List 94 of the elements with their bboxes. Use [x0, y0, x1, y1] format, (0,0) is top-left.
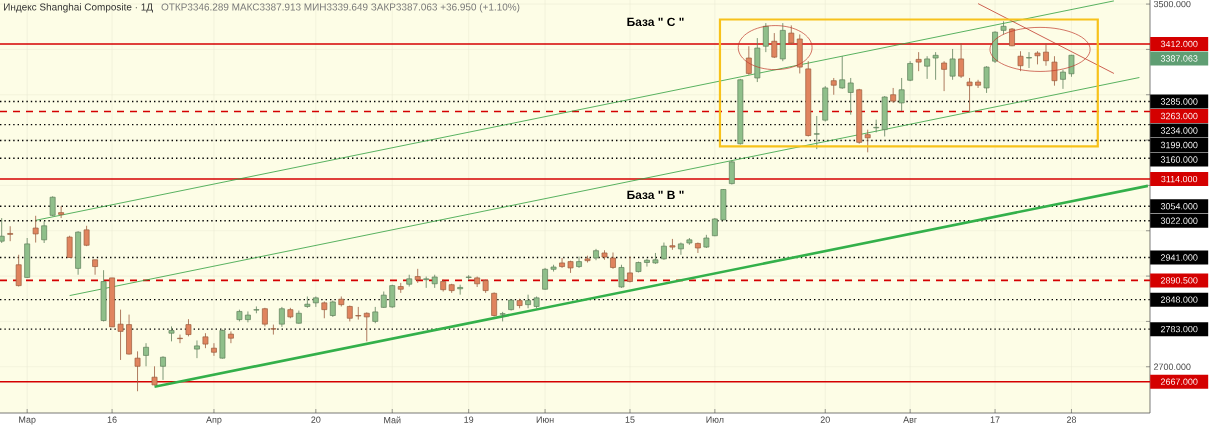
candlestick	[813, 115, 820, 150]
candlestick	[1043, 42, 1049, 67]
candlestick	[151, 365, 158, 386]
ref-line-label: 3054.000	[1160, 203, 1198, 210]
candlestick	[678, 242, 684, 256]
candlestick	[728, 160, 735, 185]
candlestick	[644, 258, 650, 267]
candlestick	[41, 220, 48, 244]
ref-line-label: 3263.000	[1160, 112, 1198, 120]
x-tick-label: Июн	[536, 416, 554, 423]
candlestick	[58, 205, 65, 219]
candlestick	[958, 42, 964, 79]
candlestick	[423, 276, 430, 289]
y-tick-label: 2700.000	[1153, 363, 1191, 370]
annotation: База " В "	[627, 190, 684, 200]
candlestick	[92, 259, 98, 276]
x-tick-label: Апр	[206, 416, 222, 425]
y-tick-label: 3500.000	[1153, 0, 1191, 8]
x-tick-label: 20	[820, 416, 830, 423]
ref-line-label: 2783.000	[1160, 325, 1198, 333]
ref-line-label: 2941.000	[1160, 254, 1198, 261]
x-tick-label: Июл	[706, 416, 724, 423]
candlestick	[278, 306, 285, 328]
x-tick-label: 17	[990, 416, 1000, 423]
candlestick	[15, 254, 22, 287]
candlestick	[168, 326, 175, 342]
candlestick	[228, 330, 234, 344]
x-tick-label: 16	[107, 416, 117, 423]
candlestick	[983, 65, 990, 94]
candlestick	[941, 60, 947, 92]
candlestick	[355, 306, 362, 321]
annotation: База " С "	[627, 17, 684, 27]
candlestick	[771, 32, 778, 59]
candlestick	[627, 256, 633, 283]
candlestick	[491, 292, 498, 317]
candlestick	[1017, 50, 1024, 72]
candlestick	[542, 267, 548, 291]
text: 3387.063	[1160, 55, 1198, 62]
candlestick	[160, 355, 166, 381]
candlestick	[873, 119, 880, 133]
ref-line-label: 2667.000	[1160, 378, 1198, 385]
candlestick	[898, 77, 905, 112]
ref-line-label: 3285.000	[1160, 98, 1198, 105]
candlestick	[839, 55, 846, 90]
x-tick-label: 19	[464, 416, 474, 423]
candlestick	[134, 350, 141, 392]
candlestick	[32, 215, 39, 243]
chart-title: Индекс Shanghai Composite · 1Д	[4, 3, 153, 13]
candlestick	[618, 264, 625, 289]
x-tick-label: 28	[1066, 416, 1077, 423]
candlestick	[576, 256, 582, 269]
candlestick	[932, 51, 939, 81]
candlestick	[7, 225, 14, 242]
ref-line-label: 3234.000	[1160, 127, 1198, 134]
candlestick	[694, 242, 701, 254]
candlestick	[0, 217, 5, 244]
candlestick	[1060, 69, 1066, 90]
chart-subtitle: ОТКР3346.289 МАКС3387.913 МИН3339.649 ЗАКР3387.063 +36.950 (+1.10%)	[161, 3, 520, 13]
ref-line-label: 3199.000	[1160, 141, 1198, 149]
ref-line-label: 2848.000	[1160, 296, 1198, 303]
candlestick	[270, 324, 277, 335]
candlestick	[211, 342, 217, 357]
candlestick	[847, 77, 854, 116]
x-tick-label: 15	[625, 416, 635, 423]
ref-line-label: 3412.000	[1160, 40, 1198, 48]
candlestick	[245, 311, 251, 323]
x-tick-label: Май	[384, 416, 401, 424]
candlestick	[143, 342, 149, 367]
candlestick	[762, 22, 769, 53]
candlestick	[253, 306, 260, 314]
ref-line-label: 3114.000	[1161, 175, 1198, 183]
candlestick	[1051, 55, 1058, 87]
candlestick	[457, 284, 464, 296]
ref-line-label: 3160.000	[1160, 156, 1198, 163]
ref-line-label: 2890.500	[1160, 277, 1198, 284]
candlestick	[304, 296, 311, 309]
candlestick	[949, 48, 956, 81]
candlestick	[864, 129, 871, 153]
candlestick	[194, 340, 200, 359]
candlestick	[966, 77, 973, 113]
x-tick-label: Авг	[903, 416, 917, 423]
candlestick	[924, 55, 931, 80]
ref-line-label: 3022.000	[1160, 217, 1198, 224]
candlestick	[525, 294, 531, 309]
candlestick	[177, 334, 183, 344]
candlestick	[915, 51, 922, 72]
candlestick	[363, 311, 370, 342]
x-tick-label: 20	[311, 416, 321, 423]
candlestick	[117, 309, 124, 361]
candlestick	[414, 268, 421, 284]
candlestick	[559, 257, 565, 269]
candlestick	[745, 45, 752, 76]
candlestick	[1026, 51, 1032, 69]
x-tick-label: Мар	[19, 416, 36, 425]
